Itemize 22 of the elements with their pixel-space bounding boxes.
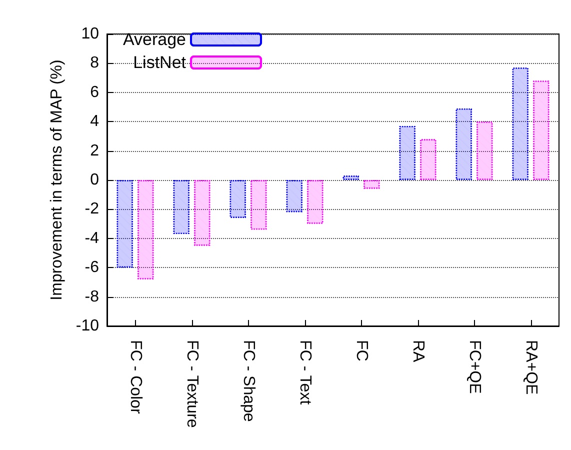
y-tick-label: 0 bbox=[90, 172, 100, 188]
legend-label: ListNet bbox=[133, 53, 186, 72]
y-tick-label: -8 bbox=[84, 288, 100, 306]
x-tick-label: FC+QE bbox=[466, 340, 483, 394]
y-tick-label: 8 bbox=[90, 54, 100, 72]
x-tick-label: FC - Shape bbox=[240, 340, 257, 422]
y-tick-label: 2 bbox=[90, 142, 100, 160]
x-tick-label: RA+QE bbox=[522, 340, 540, 395]
y-tick-label: -4 bbox=[84, 230, 100, 247]
y-tick-label: 4 bbox=[90, 113, 100, 130]
y-axis-title: Improvement in terms of MAP (%) bbox=[48, 60, 66, 300]
legend-label: Average bbox=[122, 30, 186, 49]
x-tick-label: FC bbox=[352, 340, 370, 362]
y-tick-label: -10 bbox=[76, 318, 100, 334]
x-tick-label: RA bbox=[409, 340, 426, 363]
y-tick-label: 6 bbox=[90, 84, 100, 101]
y-tick-label: -6 bbox=[84, 259, 100, 276]
x-tick-label: FC - Texture bbox=[183, 340, 200, 428]
x-tick-label: FC - Text bbox=[296, 340, 314, 406]
y-tick-label: 10 bbox=[81, 26, 100, 42]
x-tick-label: FC - Color bbox=[126, 340, 144, 414]
y-tick-label: -2 bbox=[84, 200, 100, 218]
